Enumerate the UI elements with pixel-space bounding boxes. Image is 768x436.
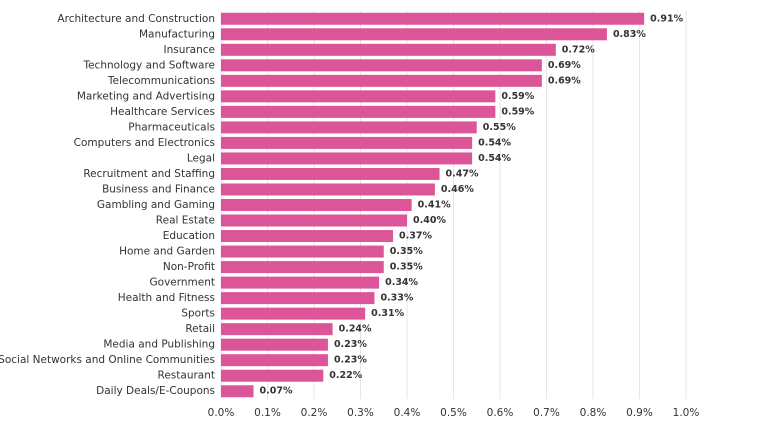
value-label: 0.37% xyxy=(399,231,432,242)
y-tick-label: Media and Publishing xyxy=(103,339,215,351)
x-tick-label: 0.9% xyxy=(626,407,653,419)
y-tick-label: Architecture and Construction xyxy=(57,13,215,25)
bar xyxy=(221,12,645,25)
bar xyxy=(221,214,407,227)
value-label: 0.59% xyxy=(501,106,534,117)
value-label: 0.55% xyxy=(483,122,516,133)
y-tick-label: Technology and Software xyxy=(82,59,215,71)
y-tick-label: Health and Fitness xyxy=(118,292,215,304)
value-label: 0.69% xyxy=(548,75,581,86)
y-tick-label: Healthcare Services xyxy=(110,106,215,118)
y-tick-label: Insurance xyxy=(163,44,215,56)
x-tick-label: 0.3% xyxy=(347,407,374,419)
y-tick-label: Retail xyxy=(185,323,215,335)
y-tick-label: Gambling and Gaming xyxy=(97,199,215,211)
value-label: 0.24% xyxy=(339,324,372,335)
value-label: 0.59% xyxy=(501,91,534,102)
bar xyxy=(221,261,384,274)
bar xyxy=(221,59,542,72)
bar xyxy=(221,276,380,289)
value-label: 0.23% xyxy=(334,355,367,366)
bar xyxy=(221,354,328,367)
bar xyxy=(221,167,440,180)
bar xyxy=(221,105,496,118)
bar xyxy=(221,230,394,243)
y-tick-label: Non-Profit xyxy=(163,261,215,273)
value-label: 0.69% xyxy=(548,60,581,71)
x-tick-label: 1.0% xyxy=(673,407,700,419)
value-label: 0.31% xyxy=(371,308,404,319)
bar xyxy=(221,323,333,336)
value-label: 0.35% xyxy=(390,246,423,257)
x-tick-label: 0.4% xyxy=(394,407,421,419)
bar xyxy=(221,369,324,382)
y-tick-label: Daily Deals/E-Coupons xyxy=(96,385,215,397)
bar xyxy=(221,43,556,56)
bar xyxy=(221,136,473,149)
y-tick-label: Government xyxy=(150,277,215,289)
value-label: 0.07% xyxy=(260,386,293,397)
value-label: 0.40% xyxy=(413,215,446,226)
x-tick-label: 0.7% xyxy=(533,407,560,419)
y-tick-label: Education xyxy=(163,230,215,242)
bar xyxy=(221,28,607,41)
y-tick-label: Manufacturing xyxy=(139,28,215,40)
bar xyxy=(221,152,473,165)
value-label: 0.23% xyxy=(334,339,367,350)
bar xyxy=(221,245,384,258)
bar xyxy=(221,292,375,305)
value-label: 0.46% xyxy=(441,184,474,195)
x-tick-label: 0.6% xyxy=(487,407,514,419)
y-tick-label: Home and Garden xyxy=(119,246,215,258)
x-tick-label: 0.8% xyxy=(580,407,607,419)
bar xyxy=(221,307,366,320)
value-label: 0.22% xyxy=(329,370,362,381)
value-label: 0.35% xyxy=(390,262,423,273)
y-tick-label: Social Networks and Online Communities xyxy=(0,354,215,366)
value-label: 0.91% xyxy=(650,13,683,24)
y-tick-label: Pharmaceuticals xyxy=(128,121,215,133)
y-tick-label: Business and Finance xyxy=(102,183,215,195)
y-tick-label: Marketing and Advertising xyxy=(77,90,215,102)
value-label: 0.83% xyxy=(613,29,646,40)
value-label: 0.54% xyxy=(478,137,511,148)
value-label: 0.33% xyxy=(380,293,413,304)
y-tick-label: Legal xyxy=(187,152,215,164)
y-tick-label: Computers and Electronics xyxy=(74,137,215,149)
bar xyxy=(221,121,477,134)
value-label: 0.54% xyxy=(478,153,511,164)
y-tick-label: Sports xyxy=(181,308,215,320)
x-tick-label: 0.0% xyxy=(208,407,235,419)
x-tick-label: 0.1% xyxy=(254,407,281,419)
y-tick-label: Telecommunications xyxy=(107,75,215,87)
y-tick-label: Real Estate xyxy=(156,215,215,227)
bar xyxy=(221,74,542,87)
y-tick-label: Restaurant xyxy=(158,370,215,382)
value-label: 0.34% xyxy=(385,277,418,288)
bar xyxy=(221,183,435,196)
bar xyxy=(221,199,412,211)
value-label: 0.47% xyxy=(446,168,479,179)
y-tick-label: Recruitment and Staffing xyxy=(83,168,215,180)
x-tick-label: 0.2% xyxy=(301,407,328,419)
value-label: 0.72% xyxy=(562,44,595,55)
bar xyxy=(221,90,496,103)
value-label: 0.41% xyxy=(418,200,451,211)
bar xyxy=(221,385,254,398)
bar xyxy=(221,338,328,351)
x-tick-label: 0.5% xyxy=(440,407,467,419)
